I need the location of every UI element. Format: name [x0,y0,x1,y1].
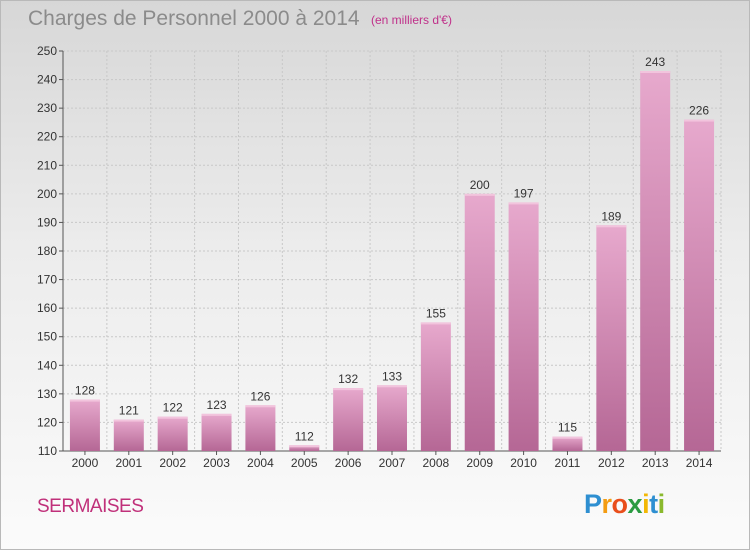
x-tick-label: 2005 [291,456,318,470]
bar-2014[interactable] [684,119,715,452]
logo-letter: i [657,489,666,519]
bar-top-highlight [464,193,495,196]
bar-2013[interactable] [640,71,671,451]
bar-2001[interactable] [113,419,144,451]
data-label: 121 [119,404,139,418]
bar-2009[interactable] [464,193,495,451]
y-tick-label: 240 [37,73,57,87]
chart-subtitle: (en milliers d'€) [371,13,452,27]
bar-top-highlight [596,225,627,228]
x-tick-label: 2004 [247,456,274,470]
x-tick-label: 2013 [642,456,669,470]
bar-2002[interactable] [157,416,188,451]
bar-top-highlight [289,445,320,448]
data-label: 226 [689,104,709,118]
bar-top-highlight [552,436,583,439]
bar-2003[interactable] [201,413,232,451]
town-name: SERMAISES [37,496,144,517]
logo-letter: o [611,489,629,519]
data-label: 189 [601,209,621,223]
data-label: 128 [75,384,95,398]
bar-top-highlight [684,119,715,122]
bar-top-highlight [377,385,407,388]
x-tick-label: 2002 [159,456,186,470]
data-label: 133 [382,369,402,383]
data-label: 155 [426,306,446,320]
bar-top-highlight [245,405,276,408]
chart-title: Charges de Personnel 2000 à 2014 [28,7,360,30]
logo-letter: t [649,489,658,519]
proxiti-logo[interactable]: Proxiti [584,489,665,520]
data-label: 243 [645,55,665,69]
bar-top-highlight [508,202,539,205]
bar-2008[interactable] [420,322,451,451]
x-tick-label: 2000 [72,456,99,470]
y-tick-label: 180 [37,244,57,258]
bar-top-highlight [201,413,232,416]
bar-2012[interactable] [596,225,627,451]
bar-2007[interactable] [377,385,407,451]
bar-top-highlight [113,419,144,422]
data-label: 126 [250,389,270,403]
y-tick-label: 250 [37,44,57,58]
y-tick-label: 110 [38,444,57,458]
data-label: 122 [163,401,183,415]
y-tick-label: 190 [37,215,57,229]
y-tick-label: 130 [37,387,57,401]
data-label: 200 [470,178,490,192]
y-tick-label: 170 [37,273,57,287]
bar-top-highlight [640,71,671,73]
x-tick-label: 2012 [598,456,625,470]
logo-letter: i [642,489,650,519]
bar-top-highlight [333,388,364,391]
x-tick-label: 2009 [466,456,493,470]
data-label: 115 [558,421,577,435]
bar-2006[interactable] [333,388,364,451]
x-tick-label: 2003 [203,456,230,470]
logo-letter: P [584,489,602,519]
bar-2005[interactable] [289,445,320,451]
x-tick-label: 2011 [555,456,581,470]
bars [69,71,715,452]
bar-2011[interactable] [552,436,583,451]
bar-top-highlight [157,416,188,419]
x-tick-label: 2008 [423,456,450,470]
y-tick-label: 140 [37,358,57,372]
x-tick-label: 2010 [510,456,537,470]
y-tick-label: 200 [37,187,57,201]
data-label: 132 [338,372,358,386]
y-tick-label: 230 [37,101,57,115]
data-label: 197 [514,186,534,200]
logo-letter: r [601,489,613,519]
y-tick-label: 160 [37,301,57,315]
x-tick-label: 2006 [335,456,362,470]
data-label: 112 [295,429,314,443]
bar-2010[interactable] [508,202,539,451]
logo-letter: x [627,489,643,519]
bar-2004[interactable] [245,405,276,451]
y-tick-label: 220 [37,130,57,144]
x-tick-label: 2007 [379,456,406,470]
data-label: 123 [207,398,227,412]
y-tick-label: 150 [37,330,57,344]
bar-2000[interactable] [69,399,100,451]
bar-top-highlight [420,322,451,325]
x-tick-label: 2001 [115,456,142,470]
x-tick-label: 2014 [686,456,713,470]
labels: 110 120 130 140 150 160 170 180 190 200 210 220 230 2… [37,44,713,470]
y-tick-label: 120 [37,415,57,429]
bar-top-highlight [69,399,100,402]
y-tick-label: 210 [37,158,57,172]
